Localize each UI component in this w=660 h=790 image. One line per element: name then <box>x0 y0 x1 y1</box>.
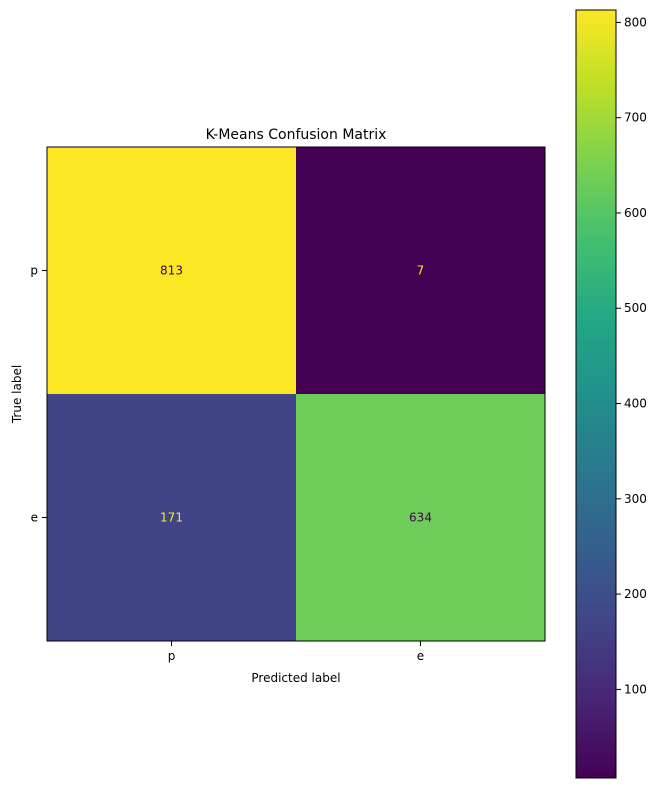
colorbar <box>575 9 617 779</box>
heatmap-cell <box>296 394 545 641</box>
colorbar-tick-label: 600 <box>624 206 647 220</box>
cell-value-labels: 813 7 171 634 <box>160 264 432 525</box>
x-tick-label: p <box>168 649 176 663</box>
y-tick-label: e <box>31 511 38 525</box>
colorbar-tick-label: 100 <box>624 682 647 696</box>
colorbar-tick-label: 700 <box>624 111 647 125</box>
colorbar-tick-label: 800 <box>624 15 647 29</box>
chart-title: K-Means Confusion Matrix <box>206 127 387 143</box>
heatmap-cell <box>47 394 296 641</box>
y-tick-label: p <box>30 264 38 278</box>
colorbar-tick-label: 300 <box>624 492 647 506</box>
x-tick-label: e <box>417 649 424 663</box>
cell-value-label: 171 <box>160 511 183 525</box>
x-axis-label: Predicted label <box>251 671 340 685</box>
colorbar-tick-label: 500 <box>624 301 647 315</box>
colorbar-tick-label: 200 <box>624 587 647 601</box>
y-axis-label: True label <box>10 365 24 424</box>
heatmap-cell <box>296 147 545 394</box>
plot-frame <box>46 146 546 642</box>
heatmap-cell <box>47 147 296 394</box>
cell-value-label: 634 <box>409 511 432 525</box>
cell-value-label: 813 <box>160 264 183 278</box>
y-axis-ticks: pe <box>30 264 47 525</box>
colorbar-tick-label: 400 <box>624 397 647 411</box>
cell-value-label: 7 <box>417 264 425 278</box>
heatmap-cells <box>47 147 545 641</box>
colorbar-ticks: 100 200 300 400 500 600 700 800 <box>616 15 647 696</box>
